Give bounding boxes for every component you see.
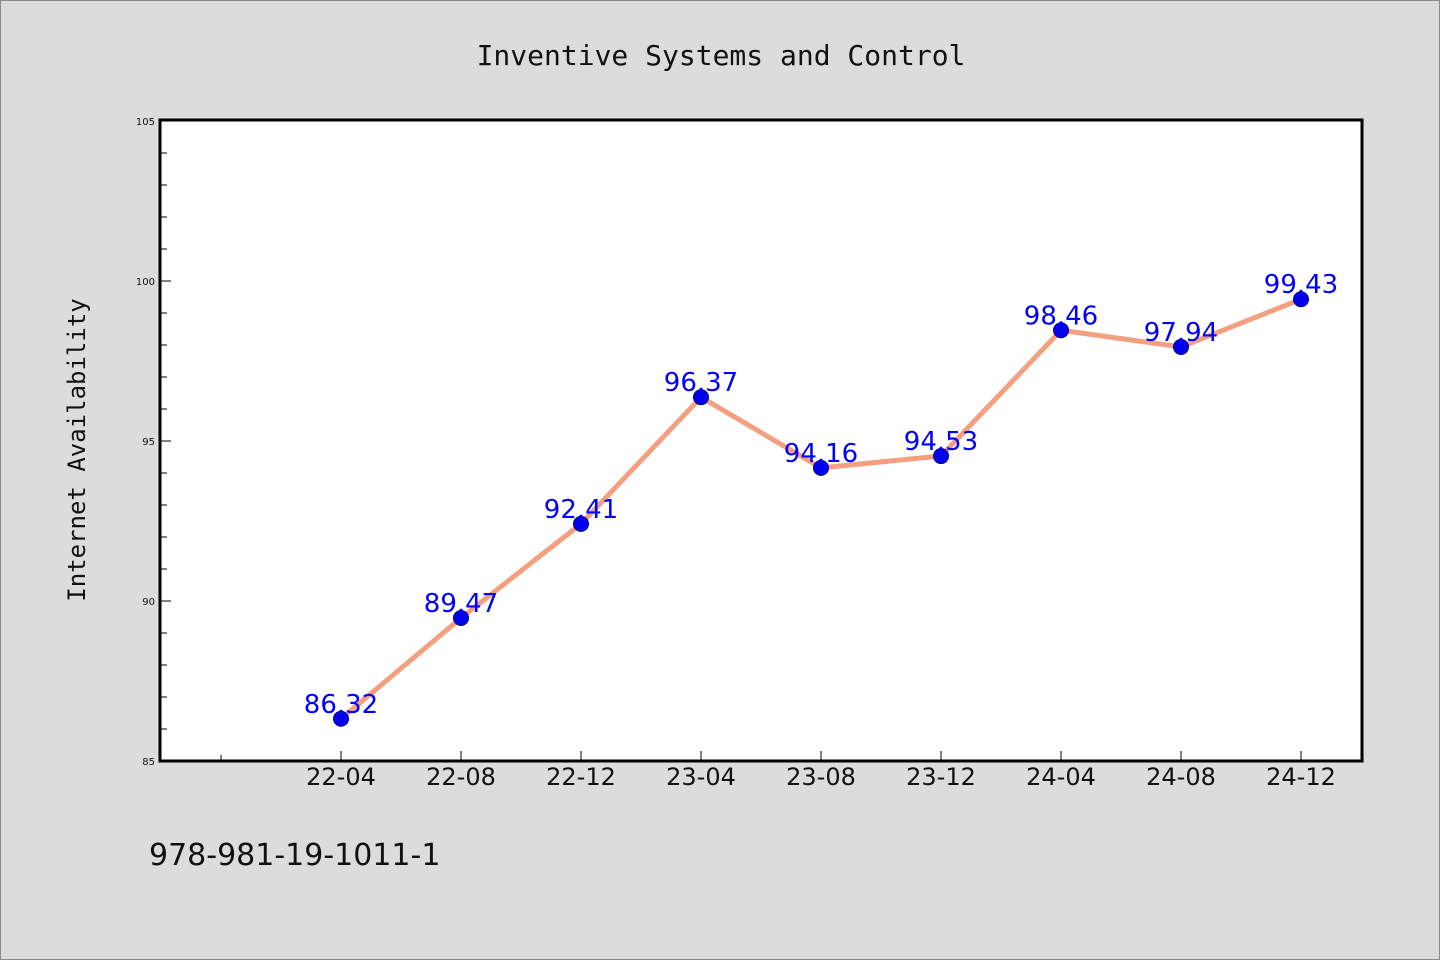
data-point: [333, 710, 349, 727]
x-tick-label: 23-08: [786, 763, 856, 791]
data-label: 97.94: [1144, 318, 1218, 348]
data-point: [453, 609, 469, 626]
data-label: 86.32: [304, 690, 378, 720]
x-tick-label: 24-08: [1146, 763, 1216, 791]
y-axis-label: Internet Availability: [63, 298, 91, 601]
series: [333, 291, 1309, 727]
x-tick-label: 22-04: [306, 763, 376, 791]
axes: 85 90 95 100 105 22-04 22-08 22-12 23-04 23-08 23-…: [136, 117, 1336, 791]
x-tick-label: 22-12: [546, 763, 616, 791]
x-tick-label: 22-08: [426, 763, 496, 791]
data-point: [1173, 338, 1189, 355]
data-point: [1053, 322, 1069, 339]
data-point: [1293, 291, 1309, 308]
data-labels: 86.32 89.47 92.41 96.37 94.16 94.53 98.46 97.94…: [304, 270, 1338, 720]
x-tick-label: 23-04: [666, 763, 736, 791]
data-label: 98.46: [1024, 301, 1098, 331]
x-tick-label: 24-04: [1026, 763, 1096, 791]
data-point: [573, 515, 589, 532]
x-tick-label: 24-12: [1266, 763, 1336, 791]
plot-area: [158, 118, 1364, 763]
y-tick-label: 105: [136, 117, 155, 128]
data-point: [693, 389, 709, 406]
data-label: 94.53: [904, 427, 978, 457]
chart-title: Inventive Systems and Control: [477, 39, 966, 72]
x-tick-label: 23-12: [906, 763, 976, 791]
data-point: [813, 459, 829, 476]
data-label: 89.47: [424, 589, 498, 619]
y-tick-label: 90: [142, 597, 155, 608]
data-label: 94.16: [784, 439, 858, 469]
data-label: 92.41: [544, 495, 618, 525]
footer-text: 978-981-19-1011-1: [149, 838, 440, 873]
data-label: 96.37: [664, 368, 738, 398]
data-label: 99.43: [1264, 270, 1338, 300]
y-tick-label: 85: [142, 757, 155, 768]
data-point: [933, 448, 949, 465]
y-tick-label: 95: [142, 437, 155, 448]
y-tick-label: 100: [136, 277, 155, 288]
